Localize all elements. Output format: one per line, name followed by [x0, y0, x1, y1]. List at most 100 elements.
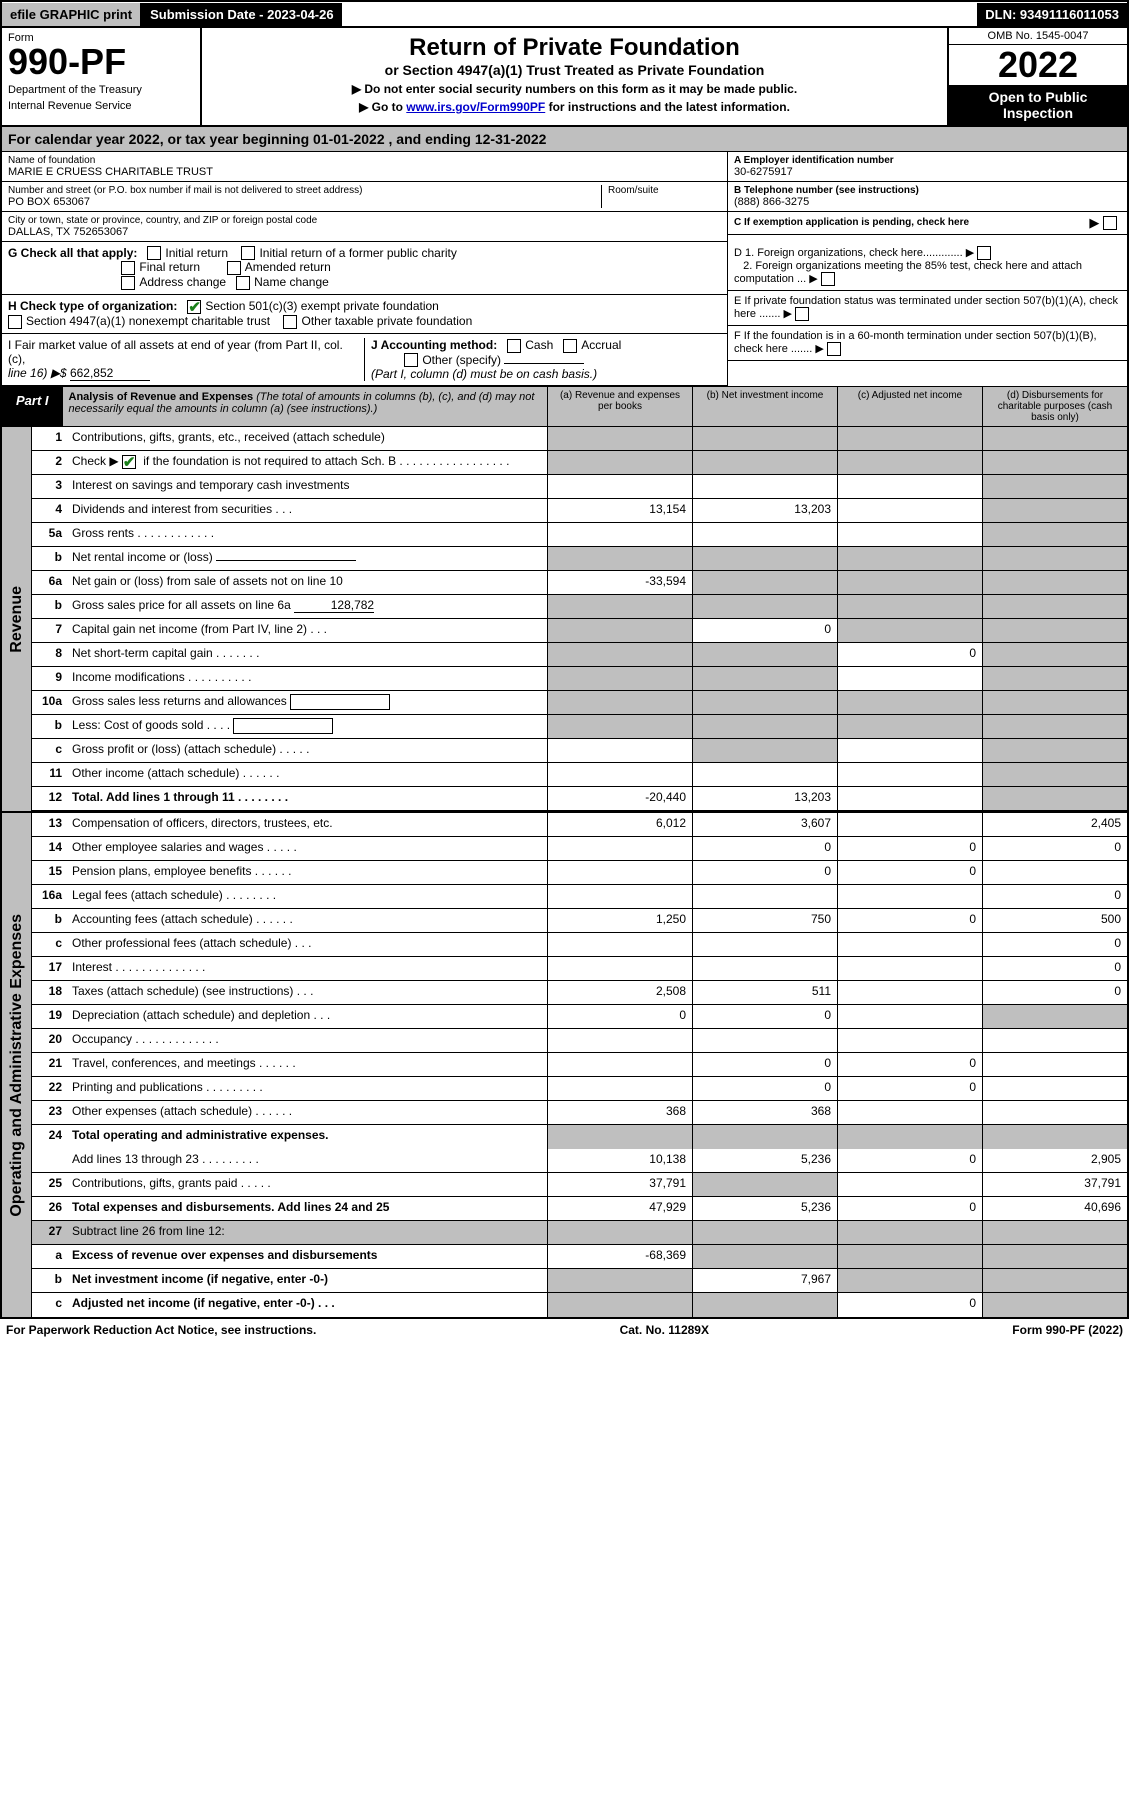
open-to-public: Open to Public Inspection: [949, 85, 1127, 125]
r27b-b: 7,967: [692, 1269, 837, 1292]
r18-b: 511: [692, 981, 837, 1004]
cb-terminated[interactable]: [795, 307, 809, 321]
r13-a: 6,012: [547, 813, 692, 836]
r16b-c: 0: [837, 909, 982, 932]
exemption-checkbox[interactable]: [1103, 216, 1117, 230]
r25-d: 37,791: [982, 1173, 1127, 1196]
cb-foreign[interactable]: [977, 246, 991, 260]
lbl-amended: Amended return: [245, 260, 331, 274]
r16c-d: 0: [982, 933, 1127, 956]
exemption-arrow: ▶: [1089, 215, 1121, 231]
r23-a: 368: [547, 1101, 692, 1124]
identity-block: Name of foundation MARIE E CRUESS CHARIT…: [0, 152, 1129, 242]
r21-c: 0: [837, 1053, 982, 1076]
r16a-d: 0: [982, 885, 1127, 908]
h-row: H Check type of organization: Section 50…: [2, 295, 727, 334]
cb-4947[interactable]: [8, 315, 22, 329]
r24-a: 10,138: [547, 1149, 692, 1172]
lbl-cash: Cash: [525, 338, 553, 352]
d2-label: 2. Foreign organizations meeting the 85%…: [734, 260, 1082, 285]
address: PO BOX 653067: [8, 196, 601, 208]
line22: Printing and publications . . . . . . . …: [68, 1077, 547, 1100]
r23-b: 368: [692, 1101, 837, 1124]
d1-label: D 1. Foreign organizations, check here..…: [734, 247, 963, 259]
r14-c: 0: [837, 837, 982, 860]
submission-date: Submission Date - 2023-04-26: [142, 3, 342, 26]
line23: Other expenses (attach schedule) . . . .…: [68, 1101, 547, 1124]
part1-title: Analysis of Revenue and Expenses: [69, 391, 254, 403]
lbl-final: Final return: [139, 260, 200, 274]
lbl-initial-pc: Initial return of a former public charit…: [259, 246, 456, 260]
r7-b: 0: [692, 619, 837, 642]
r17-d: 0: [982, 957, 1127, 980]
r24-d: 2,905: [982, 1149, 1127, 1172]
check-grid: G Check all that apply: Initial return I…: [0, 242, 1129, 387]
cb-sch-b[interactable]: [122, 455, 136, 469]
note-goto: ▶ Go to www.irs.gov/Form990PF for instru…: [208, 100, 941, 114]
line12: Total. Add lines 1 through 11 . . . . . …: [68, 787, 547, 810]
cb-initial-pc[interactable]: [241, 246, 255, 260]
line16b: Accounting fees (attach schedule) . . . …: [68, 909, 547, 932]
f-label: F If the foundation is in a 60-month ter…: [734, 330, 1097, 355]
line9: Income modifications . . . . . . . . . .: [68, 667, 547, 690]
ij-row: I Fair market value of all assets at end…: [2, 334, 727, 387]
j-label: J Accounting method:: [371, 338, 497, 352]
r14-b: 0: [692, 837, 837, 860]
note-goto-post: for instructions and the latest informat…: [545, 100, 790, 114]
ein-label: A Employer identification number: [734, 155, 1121, 166]
room-label: Room/suite: [608, 185, 721, 196]
r15-b: 0: [692, 861, 837, 884]
r25-a: 37,791: [547, 1173, 692, 1196]
exemption-label: C If exemption application is pending, c…: [734, 217, 969, 228]
line20: Occupancy . . . . . . . . . . . . .: [68, 1029, 547, 1052]
cb-name-change[interactable]: [236, 276, 250, 290]
r13-b: 3,607: [692, 813, 837, 836]
revenue-side-label: Revenue: [2, 427, 32, 811]
topbar: efile GRAPHIC print Submission Date - 20…: [0, 0, 1129, 28]
r26-a: 47,929: [547, 1197, 692, 1220]
r19-b: 0: [692, 1005, 837, 1028]
r26-d: 40,696: [982, 1197, 1127, 1220]
line5a: Gross rents . . . . . . . . . . . .: [68, 523, 547, 546]
r16b-b: 750: [692, 909, 837, 932]
lbl-other-method: Other (specify): [422, 353, 501, 367]
city: DALLAS, TX 752653067: [8, 226, 721, 238]
city-row: City or town, state or province, country…: [2, 212, 727, 242]
phone: (888) 866-3275: [734, 196, 1121, 208]
line5b: Net rental income or (loss): [68, 547, 547, 570]
dln: DLN: 93491116011053: [977, 3, 1127, 26]
cb-85pct[interactable]: [821, 272, 835, 286]
r24-b: 5,236: [692, 1149, 837, 1172]
efile-print-button[interactable]: efile GRAPHIC print: [2, 3, 142, 26]
other-specify: [504, 363, 584, 364]
cb-501c3[interactable]: [187, 300, 201, 314]
line13: Compensation of officers, directors, tru…: [68, 813, 547, 836]
cb-final[interactable]: [121, 261, 135, 275]
cb-amended[interactable]: [227, 261, 241, 275]
r12-a: -20,440: [547, 787, 692, 810]
r26-c: 0: [837, 1197, 982, 1220]
cb-60month[interactable]: [827, 342, 841, 356]
calendar-year-bar: For calendar year 2022, or tax year begi…: [0, 127, 1129, 152]
lbl-other-taxable: Other taxable private foundation: [301, 314, 472, 328]
line14: Other employee salaries and wages . . . …: [68, 837, 547, 860]
cb-accrual[interactable]: [563, 339, 577, 353]
foundation-name-row: Name of foundation MARIE E CRUESS CHARIT…: [2, 152, 727, 182]
cb-addr-change[interactable]: [121, 276, 135, 290]
cb-initial[interactable]: [147, 246, 161, 260]
header-mid: Return of Private Foundation or Section …: [202, 28, 947, 125]
cb-cash[interactable]: [507, 339, 521, 353]
page-footer: For Paperwork Reduction Act Notice, see …: [0, 1319, 1129, 1341]
r18-d: 0: [982, 981, 1127, 1004]
expenses-side-label: Operating and Administrative Expenses: [2, 813, 32, 1317]
cb-other-taxable[interactable]: [283, 315, 297, 329]
form990pf-link[interactable]: www.irs.gov/Form990PF: [406, 100, 545, 114]
part1-desc: Analysis of Revenue and Expenses (The to…: [63, 387, 547, 426]
cb-other-method[interactable]: [404, 353, 418, 367]
phone-label: B Telephone number (see instructions): [734, 185, 1121, 196]
line27c: Adjusted net income (if negative, enter …: [68, 1293, 547, 1317]
g-row: G Check all that apply: Initial return I…: [2, 242, 727, 295]
e-row: E If private foundation status was termi…: [728, 291, 1127, 326]
header-left: Form 990-PF Department of the Treasury I…: [2, 28, 202, 125]
paperwork-notice: For Paperwork Reduction Act Notice, see …: [6, 1323, 316, 1337]
